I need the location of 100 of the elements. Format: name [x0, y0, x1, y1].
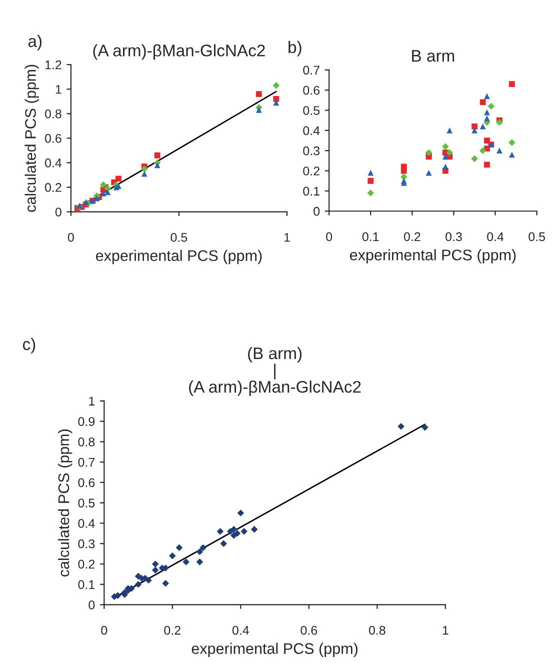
text: a) — [28, 34, 42, 50]
point — [496, 148, 502, 154]
point — [472, 127, 478, 134]
y-tick-label: 0 — [55, 208, 62, 216]
y-tick-label: 0.5 — [78, 498, 95, 508]
y-tick-label: 1 — [89, 396, 95, 406]
point — [442, 164, 448, 170]
point — [240, 528, 248, 535]
y-tick-label: 0.3 — [78, 539, 95, 548]
text: c) — [22, 338, 36, 354]
point — [182, 558, 190, 566]
point — [256, 91, 262, 97]
y-tick-label: 0.6 — [78, 478, 95, 488]
y-tick-label: 0 — [314, 206, 320, 216]
point — [422, 424, 428, 431]
point — [368, 170, 374, 176]
point — [480, 123, 486, 130]
point — [141, 170, 148, 177]
y-tick-label: 0.5 — [303, 106, 320, 115]
point — [471, 155, 478, 162]
x-tick-label: 0.5 — [528, 232, 545, 242]
point — [116, 176, 122, 182]
point — [169, 552, 176, 560]
point — [398, 423, 404, 430]
y-tick-label: 0.9 — [78, 417, 95, 426]
y-tick-label: 0.2 — [303, 166, 320, 176]
x-tick-label: 0.5 — [170, 232, 188, 242]
y-tick-label: 0.8 — [45, 109, 62, 118]
point — [162, 580, 169, 587]
point — [152, 560, 159, 568]
x-tick-label: 1 — [442, 626, 448, 635]
point — [496, 118, 503, 126]
x-tick-label: 0.4 — [232, 626, 249, 635]
x-tick-label: 0.1 — [362, 232, 379, 242]
x-tick-label: 1 — [284, 233, 290, 242]
point — [256, 107, 262, 113]
x-tick-label: 0.2 — [404, 232, 420, 242]
point — [442, 154, 448, 160]
x-tick-label: 0 — [68, 232, 74, 242]
point — [176, 544, 183, 552]
point — [134, 580, 142, 588]
point — [425, 149, 432, 156]
y-tick-label: 0.1 — [303, 186, 320, 196]
point — [508, 139, 516, 146]
y-tick-label: 0.7 — [78, 458, 94, 467]
y-tick-label: 0.2 — [78, 560, 94, 569]
chart-title: (A arm)-βMan-GlcNAc2 — [93, 44, 265, 60]
point — [145, 576, 152, 584]
point — [446, 127, 453, 134]
y-tick-label: 0.4 — [45, 158, 62, 168]
point — [472, 123, 478, 130]
point — [508, 152, 515, 158]
point — [488, 102, 495, 110]
y-tick-label: 0.7 — [303, 66, 320, 75]
point — [480, 99, 486, 106]
y-tick-label: 0.2 — [45, 183, 62, 192]
y-tick-label: 0.4 — [303, 126, 320, 136]
text: b) — [288, 40, 302, 56]
x-axis-title: experimental PCS (ppm) — [192, 642, 358, 658]
point — [216, 528, 224, 535]
point — [220, 540, 227, 547]
chart-title: (B arm) | (A arm)-βMan-GlcNAc2 — [189, 346, 361, 396]
point — [479, 147, 486, 154]
x-tick-label: 0.4 — [487, 232, 504, 242]
point — [484, 115, 490, 122]
point — [250, 526, 258, 533]
point — [442, 143, 449, 150]
x-tick-label: 0 — [101, 626, 108, 635]
point — [196, 558, 204, 566]
x-tick-label: 0.2 — [164, 626, 180, 635]
y-tick-label: 0.4 — [78, 519, 95, 528]
point — [446, 149, 453, 156]
point — [273, 100, 280, 106]
y-tick-label: 1.2 — [45, 60, 62, 70]
point — [484, 93, 490, 100]
point — [152, 566, 159, 574]
point — [196, 548, 204, 556]
point — [272, 82, 280, 89]
y-axis-title: calculated PCS (ppm) — [24, 64, 39, 212]
point — [273, 96, 280, 102]
point — [237, 510, 244, 516]
point — [368, 178, 374, 184]
y-tick-label: 1 — [56, 85, 62, 94]
point — [83, 199, 89, 205]
y-tick-label: 0.8 — [78, 437, 95, 446]
point — [234, 530, 241, 537]
x-axis-title: experimental PCS (ppm) — [350, 249, 516, 264]
chart-title: B arm — [412, 50, 454, 62]
y-tick-label: 0.3 — [303, 146, 320, 156]
point — [154, 162, 160, 168]
point — [230, 526, 238, 533]
y-tick-label: 0.6 — [45, 134, 62, 143]
point — [484, 162, 490, 168]
y-tick-label: 0 — [88, 600, 95, 610]
point — [400, 168, 407, 174]
x-tick-label: 0.8 — [368, 626, 386, 635]
point — [140, 165, 148, 172]
point — [104, 189, 111, 196]
y-axis-title: calculated PCS (ppm) — [58, 429, 72, 576]
y-tick-label: 0.6 — [303, 86, 320, 95]
